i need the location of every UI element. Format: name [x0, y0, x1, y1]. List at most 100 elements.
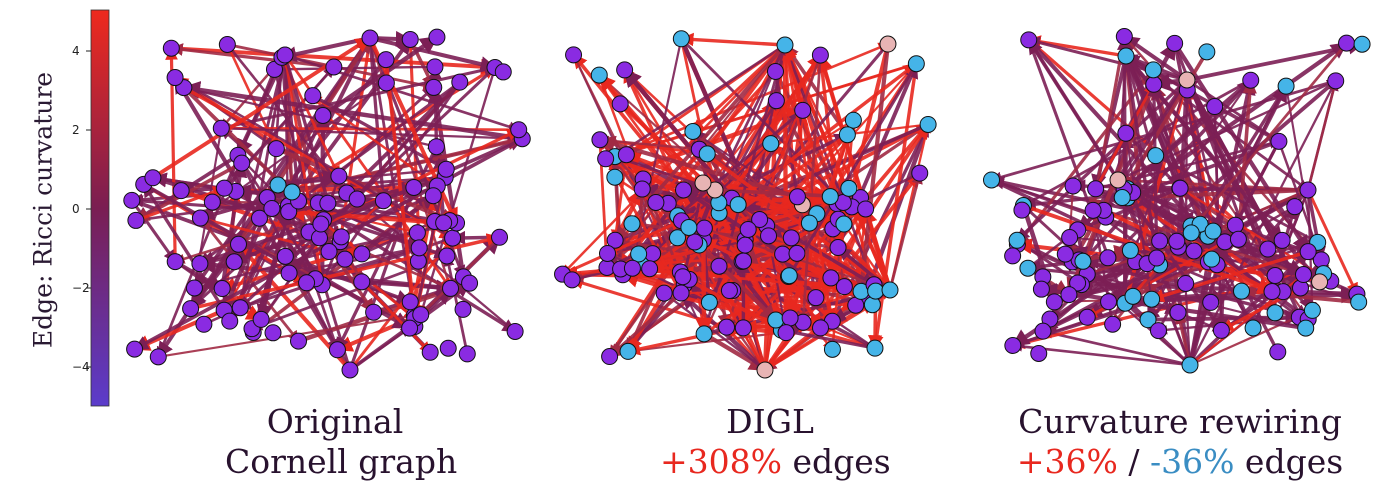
graph-edge: [174, 260, 224, 291]
colorbar: Edge: Ricci curvature 4 2 0 −2 −4: [0, 0, 130, 420]
graph-node: [630, 245, 648, 263]
graph-node: [269, 176, 287, 194]
graph-node: [1115, 28, 1133, 46]
graph-edge: [703, 275, 790, 336]
graph-edge: [780, 325, 876, 350]
graph-node: [1229, 230, 1247, 248]
graph-node: [353, 245, 371, 263]
graph-edge: [226, 43, 348, 194]
graph-node: [777, 324, 795, 342]
graph-node: [1143, 290, 1161, 308]
graph-edge: [663, 292, 766, 371]
graph-edge: [1022, 203, 1274, 295]
graph-edge: [702, 238, 817, 300]
graph-node: [911, 164, 929, 182]
graph-node: [647, 193, 665, 211]
graph-edge: [1170, 79, 1190, 249]
graph-node: [312, 215, 330, 233]
graph-node: [1182, 224, 1200, 242]
graph-edge: [236, 154, 324, 286]
graph-edge: [348, 237, 454, 371]
graph-node: [623, 259, 641, 277]
caption-original-line2: Cornell graph: [225, 442, 458, 481]
graph-node: [767, 92, 785, 110]
colorbar-label: Edge: Ricci curvature: [28, 71, 58, 349]
graph-node: [438, 247, 456, 265]
graph-node: [1151, 232, 1169, 250]
graph-node: [225, 253, 243, 271]
graph-node: [1206, 98, 1224, 116]
graph-edge: [273, 64, 435, 75]
graph-node: [781, 309, 799, 327]
graph-edge: [701, 44, 787, 335]
graph-node: [1166, 34, 1184, 52]
graph-curvature-rewiring: [983, 28, 1371, 374]
graph-node: [1171, 179, 1189, 197]
caption-rewiring: Curvature rewiring +36% / -36% edges: [1010, 402, 1350, 482]
graph-node: [336, 250, 354, 268]
graph-node: [1034, 322, 1052, 340]
graph-node: [669, 229, 687, 247]
graph-node: [166, 69, 184, 87]
graph-node: [510, 121, 528, 139]
graph-node: [264, 324, 282, 342]
graph-node: [694, 174, 712, 192]
graph-node: [1121, 241, 1139, 259]
graph-node: [1244, 319, 1262, 337]
graph-node: [221, 312, 239, 330]
graph-edge: [614, 43, 786, 158]
graph-edge: [384, 59, 421, 317]
caption-digl: DIGL +308% edges: [660, 402, 891, 482]
graph-node: [437, 160, 455, 178]
graph-original: [123, 28, 531, 379]
graph-node: [599, 244, 617, 262]
graph-node: [881, 281, 899, 299]
graph-node: [162, 39, 180, 57]
graph-node: [756, 361, 774, 379]
graph-node: [435, 214, 453, 232]
graph-edge: [408, 38, 436, 89]
graph-node: [1212, 321, 1230, 339]
graph-node: [616, 61, 634, 79]
graph-node: [1168, 232, 1186, 250]
graph-node: [720, 282, 738, 300]
graph-node: [127, 211, 145, 229]
graph-node: [182, 300, 200, 318]
digl-edges-word: edges: [782, 442, 891, 481]
graph-node: [1270, 132, 1288, 150]
graph-node: [675, 181, 693, 199]
graph-node: [451, 73, 469, 91]
colorbar-tick-minus4: −4: [72, 360, 90, 374]
colorbar-tick-4: 4: [72, 44, 80, 58]
graph-edge: [1116, 35, 1132, 304]
graph-node: [794, 101, 812, 119]
graph-node: [377, 51, 395, 69]
graph-node: [1045, 293, 1063, 311]
graph-node: [458, 345, 476, 363]
graph-edge: [1076, 186, 1181, 232]
rewiring-edge-increase: +36%: [1016, 442, 1118, 481]
graph-node: [729, 196, 747, 214]
graph-node: [1013, 201, 1031, 219]
graph-node: [718, 318, 736, 336]
graph-node: [1078, 308, 1096, 326]
graph-node: [1100, 293, 1118, 311]
graph-node: [672, 284, 690, 302]
graph-node: [123, 191, 141, 209]
graph-node: [149, 348, 167, 366]
graph-node: [454, 300, 472, 318]
graph-node: [655, 284, 673, 302]
graph-node: [276, 247, 294, 265]
graph-edge: [1027, 38, 1120, 182]
digl-edge-increase: +308%: [660, 442, 782, 481]
graph-node: [1069, 274, 1087, 292]
graph-node: [229, 235, 247, 253]
graph-node: [427, 138, 445, 156]
graph-node: [424, 187, 442, 205]
graph-edge: [598, 135, 700, 151]
graph-node: [1294, 266, 1312, 284]
graph-node: [166, 253, 184, 271]
graph-edge: [1027, 38, 1210, 238]
graph-node: [425, 78, 443, 96]
graph-node: [760, 227, 778, 245]
